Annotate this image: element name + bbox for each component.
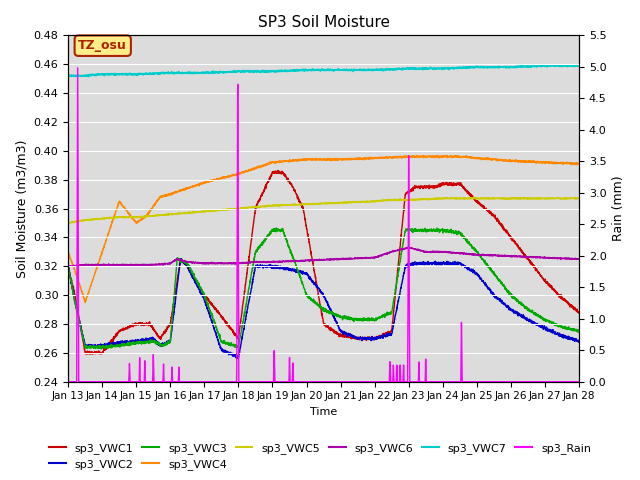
sp3_VWC3: [97, 346, 105, 352]
sp3_VWC7: [575, 64, 583, 70]
sp3_VWC1: [511, 238, 518, 243]
sp3_VWC7: [565, 62, 573, 68]
sp3_VWC1: [123, 325, 131, 331]
sp3_Rain: [575, 379, 583, 384]
sp3_VWC3: [575, 328, 583, 334]
sp3_VWC4: [565, 160, 573, 166]
sp3_VWC7: [64, 73, 72, 79]
sp3_VWC4: [64, 249, 72, 254]
sp3_VWC2: [260, 264, 268, 269]
sp3_VWC3: [123, 342, 131, 348]
sp3_VWC2: [177, 256, 184, 262]
sp3_VWC5: [123, 214, 131, 220]
Line: sp3_Rain: sp3_Rain: [68, 68, 579, 382]
sp3_VWC6: [404, 244, 412, 250]
sp3_VWC5: [560, 194, 568, 200]
sp3_VWC7: [572, 61, 580, 67]
sp3_VWC5: [510, 195, 518, 201]
sp3_VWC6: [66, 264, 74, 269]
sp3_VWC6: [153, 262, 161, 268]
sp3_VWC4: [511, 158, 518, 164]
sp3_VWC1: [153, 331, 161, 336]
sp3_VWC3: [64, 264, 72, 270]
sp3_VWC4: [575, 161, 583, 167]
sp3_VWC5: [153, 213, 161, 218]
sp3_VWC6: [64, 264, 72, 269]
sp3_VWC5: [565, 196, 573, 202]
sp3_VWC5: [65, 221, 72, 227]
sp3_VWC1: [64, 263, 72, 269]
sp3_VWC1: [565, 301, 573, 307]
sp3_VWC1: [260, 189, 268, 194]
sp3_VWC2: [153, 339, 161, 345]
sp3_VWC6: [575, 256, 583, 262]
sp3_VWC2: [283, 265, 291, 271]
sp3_VWC2: [234, 356, 242, 361]
sp3_VWC4: [81, 300, 89, 305]
sp3_VWC6: [511, 252, 518, 258]
sp3_Rain: [565, 379, 573, 384]
sp3_VWC2: [123, 340, 131, 346]
sp3_VWC4: [260, 163, 268, 168]
sp3_VWC7: [510, 65, 518, 71]
sp3_VWC5: [282, 202, 290, 208]
sp3_VWC7: [123, 71, 131, 77]
sp3_Rain: [153, 379, 161, 384]
sp3_VWC3: [511, 294, 518, 300]
sp3_VWC2: [64, 265, 72, 271]
Y-axis label: Soil Moisture (m3/m3): Soil Moisture (m3/m3): [15, 139, 28, 278]
Line: sp3_VWC5: sp3_VWC5: [68, 197, 579, 224]
sp3_VWC1: [275, 168, 282, 173]
sp3_VWC6: [565, 256, 573, 262]
sp3_VWC5: [575, 195, 583, 201]
sp3_VWC7: [282, 68, 290, 73]
Y-axis label: Rain (mm): Rain (mm): [612, 176, 625, 241]
sp3_Rain: [74, 65, 81, 71]
sp3_VWC4: [444, 153, 451, 158]
Line: sp3_VWC6: sp3_VWC6: [68, 247, 579, 266]
sp3_VWC1: [283, 174, 291, 180]
Line: sp3_VWC2: sp3_VWC2: [68, 259, 579, 359]
sp3_VWC6: [282, 259, 290, 264]
sp3_VWC4: [153, 198, 161, 204]
sp3_VWC4: [123, 207, 131, 213]
sp3_VWC1: [83, 351, 91, 357]
sp3_VWC3: [565, 326, 573, 332]
Title: SP3 Soil Moisture: SP3 Soil Moisture: [257, 15, 390, 30]
sp3_VWC3: [273, 225, 280, 231]
sp3_Rain: [260, 379, 268, 384]
sp3_VWC6: [123, 262, 131, 267]
sp3_VWC3: [153, 340, 161, 346]
sp3_Rain: [282, 379, 290, 384]
sp3_Rain: [64, 379, 72, 384]
Line: sp3_VWC7: sp3_VWC7: [68, 64, 579, 77]
X-axis label: Time: Time: [310, 407, 337, 417]
sp3_VWC2: [565, 335, 573, 341]
sp3_VWC5: [260, 204, 268, 209]
sp3_VWC1: [575, 310, 583, 315]
sp3_VWC3: [283, 236, 291, 242]
Line: sp3_VWC4: sp3_VWC4: [68, 156, 579, 302]
sp3_VWC5: [64, 220, 72, 226]
sp3_VWC7: [260, 69, 268, 75]
sp3_VWC2: [575, 339, 583, 345]
Legend: sp3_VWC1, sp3_VWC2, sp3_VWC3, sp3_VWC4, sp3_VWC5, sp3_VWC6, sp3_VWC7, sp3_Rain: sp3_VWC1, sp3_VWC2, sp3_VWC3, sp3_VWC4, …: [45, 438, 595, 474]
sp3_Rain: [510, 379, 518, 384]
sp3_Rain: [123, 379, 131, 384]
sp3_VWC4: [282, 158, 290, 164]
sp3_VWC3: [260, 237, 268, 243]
sp3_VWC7: [153, 70, 161, 76]
Line: sp3_VWC1: sp3_VWC1: [68, 170, 579, 354]
Text: TZ_osu: TZ_osu: [78, 39, 127, 52]
sp3_VWC7: [84, 74, 92, 80]
sp3_VWC2: [511, 309, 518, 314]
sp3_VWC6: [260, 259, 268, 264]
Line: sp3_VWC3: sp3_VWC3: [68, 228, 579, 349]
